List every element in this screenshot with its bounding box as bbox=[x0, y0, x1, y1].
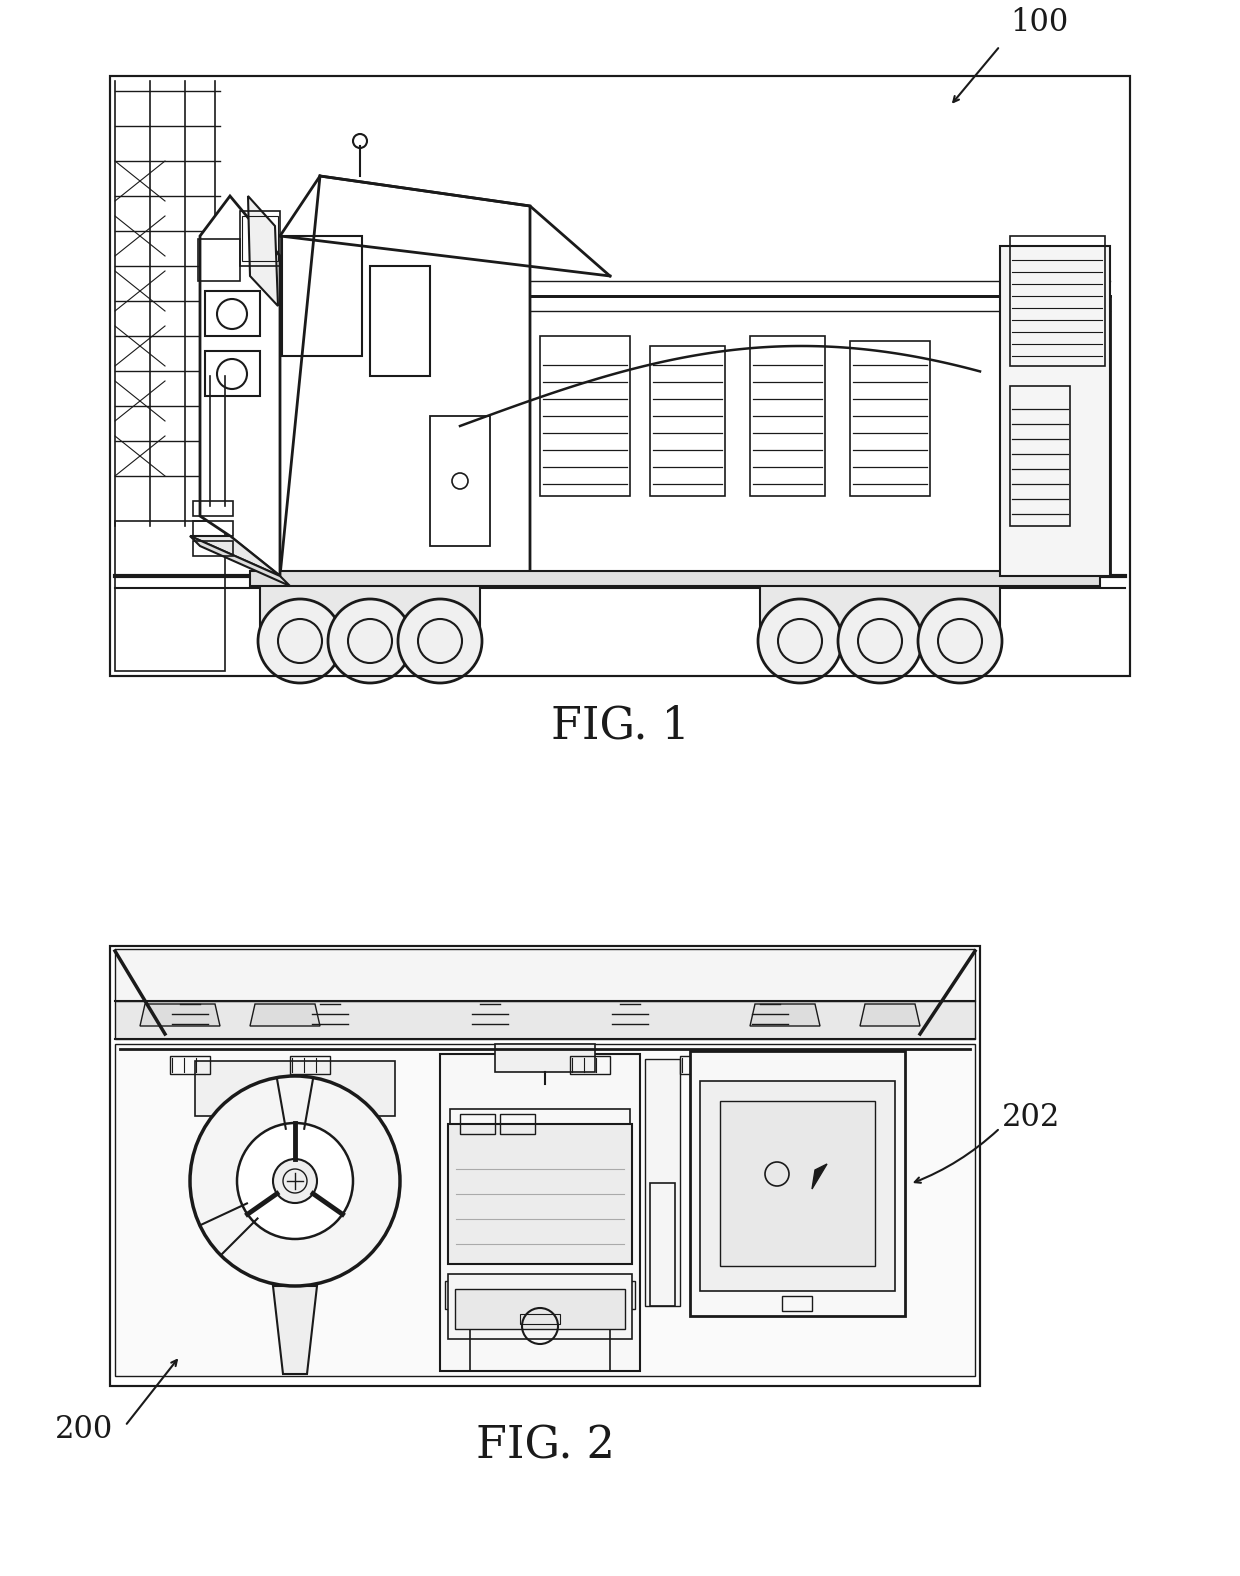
Bar bbox=[193, 541, 233, 556]
Polygon shape bbox=[812, 1165, 827, 1188]
Bar bbox=[115, 522, 224, 671]
Bar bbox=[455, 1289, 625, 1329]
Bar bbox=[495, 1043, 595, 1072]
Circle shape bbox=[237, 1124, 353, 1239]
Bar bbox=[650, 1184, 675, 1307]
Bar bbox=[110, 946, 980, 1385]
Circle shape bbox=[190, 1076, 401, 1286]
Bar bbox=[999, 246, 1110, 575]
Bar bbox=[460, 1114, 495, 1135]
Bar bbox=[650, 347, 725, 496]
Bar bbox=[290, 1056, 330, 1073]
Bar bbox=[198, 240, 241, 281]
Bar bbox=[260, 575, 480, 646]
Circle shape bbox=[758, 599, 842, 682]
Bar bbox=[115, 949, 975, 1001]
Text: 200: 200 bbox=[55, 1414, 113, 1445]
Polygon shape bbox=[861, 1004, 920, 1026]
Text: FIG. 2: FIG. 2 bbox=[476, 1425, 615, 1467]
Circle shape bbox=[273, 1158, 317, 1202]
Bar bbox=[450, 1110, 630, 1139]
Bar bbox=[1011, 386, 1070, 526]
Bar bbox=[750, 336, 825, 496]
Bar bbox=[420, 296, 1110, 575]
Polygon shape bbox=[750, 1004, 820, 1026]
Bar bbox=[205, 351, 260, 396]
Bar bbox=[680, 1056, 720, 1073]
Bar bbox=[242, 216, 278, 262]
Bar bbox=[195, 1061, 396, 1116]
Circle shape bbox=[918, 599, 1002, 682]
Polygon shape bbox=[250, 1004, 320, 1026]
Bar bbox=[448, 1124, 632, 1264]
Polygon shape bbox=[140, 1004, 219, 1026]
Bar bbox=[205, 292, 260, 336]
Polygon shape bbox=[190, 536, 290, 586]
Polygon shape bbox=[248, 195, 278, 306]
Bar bbox=[110, 76, 1130, 676]
Bar bbox=[760, 575, 999, 646]
Bar bbox=[539, 336, 630, 496]
Bar bbox=[689, 1051, 905, 1316]
Bar bbox=[193, 522, 233, 536]
Bar bbox=[193, 501, 233, 515]
Circle shape bbox=[258, 599, 342, 682]
Bar bbox=[250, 571, 1100, 586]
Text: 100: 100 bbox=[1011, 6, 1068, 38]
Circle shape bbox=[398, 599, 482, 682]
Bar bbox=[281, 236, 362, 356]
Circle shape bbox=[329, 599, 412, 682]
Bar bbox=[241, 211, 280, 266]
Polygon shape bbox=[280, 177, 529, 575]
Bar bbox=[445, 1281, 635, 1310]
Bar bbox=[115, 1043, 975, 1376]
Text: FIG. 1: FIG. 1 bbox=[551, 704, 689, 747]
Bar bbox=[115, 1001, 975, 1039]
Bar bbox=[370, 266, 430, 377]
Bar bbox=[720, 1102, 875, 1266]
Polygon shape bbox=[190, 536, 280, 575]
Bar bbox=[1011, 236, 1105, 366]
Polygon shape bbox=[273, 1286, 317, 1374]
Bar bbox=[110, 76, 1130, 676]
Bar bbox=[448, 1273, 632, 1340]
Bar bbox=[782, 1295, 812, 1311]
Bar bbox=[440, 1054, 640, 1371]
Text: 202: 202 bbox=[1002, 1102, 1060, 1133]
Bar bbox=[520, 1314, 560, 1324]
Bar bbox=[470, 1291, 610, 1371]
Bar bbox=[570, 1056, 610, 1073]
Bar bbox=[701, 1081, 895, 1291]
Bar bbox=[170, 1056, 210, 1073]
Bar bbox=[849, 340, 930, 496]
Bar bbox=[110, 946, 980, 1385]
Bar bbox=[645, 1059, 680, 1307]
Bar bbox=[430, 416, 490, 545]
Circle shape bbox=[838, 599, 923, 682]
Polygon shape bbox=[200, 195, 280, 575]
Bar bbox=[500, 1114, 534, 1135]
